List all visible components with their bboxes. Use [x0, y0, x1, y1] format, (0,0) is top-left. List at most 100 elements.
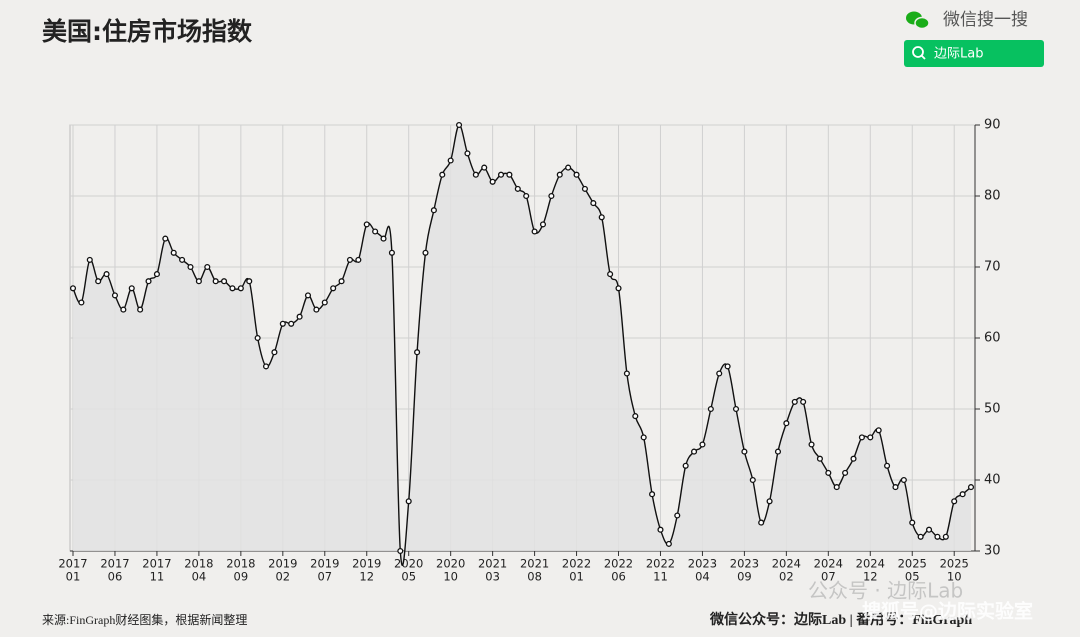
point — [296, 313, 303, 320]
point — [959, 491, 966, 498]
point — [254, 334, 261, 342]
x-tick-label: 10 — [443, 570, 458, 584]
point — [304, 292, 312, 299]
point — [783, 420, 790, 427]
point — [967, 484, 975, 491]
x-tick-label: 2025 — [898, 557, 927, 571]
point — [414, 349, 421, 356]
point — [573, 171, 580, 178]
point — [825, 469, 832, 476]
y-tick-label: 90 — [984, 118, 1001, 133]
point — [330, 285, 337, 292]
x-tick-label: 05 — [905, 570, 920, 584]
point — [690, 448, 698, 455]
area — [73, 124, 971, 566]
x-tick-label: 2022 — [604, 557, 633, 571]
point — [749, 476, 756, 484]
point — [204, 263, 211, 271]
point — [758, 519, 765, 526]
x-tick-label: 11 — [653, 570, 668, 584]
x-tick-label: 2024 — [856, 557, 885, 571]
search-label[interactable]: 边际Lab — [934, 47, 983, 62]
point — [892, 484, 899, 491]
x-tick-label: 2018 — [226, 557, 255, 571]
point — [262, 363, 270, 370]
point — [850, 455, 857, 462]
search-icon — [912, 46, 924, 58]
point — [531, 228, 538, 235]
y-tick-label: 40 — [984, 473, 1001, 488]
search-icon — [920, 54, 926, 60]
x-tick-label: 02 — [779, 570, 794, 584]
point — [581, 185, 588, 192]
point — [422, 249, 429, 256]
point — [497, 171, 505, 178]
point — [699, 441, 706, 448]
x-tick-label: 12 — [359, 570, 374, 584]
point — [489, 178, 496, 185]
x-tick-label: 02 — [275, 570, 290, 584]
point — [774, 448, 782, 455]
brand-logo — [906, 11, 930, 30]
point — [707, 405, 714, 413]
watermark: 搜狐号@边际实验室 — [862, 600, 1033, 623]
x-tick-label: 2018 — [184, 557, 213, 571]
point — [229, 285, 236, 292]
search-button[interactable] — [904, 40, 1044, 67]
point — [942, 533, 949, 540]
point — [934, 533, 941, 540]
point — [405, 498, 412, 505]
x-tick-label: 2022 — [562, 557, 591, 571]
point — [279, 320, 286, 327]
point — [724, 363, 731, 370]
point — [665, 540, 672, 547]
x-tick-label: 09 — [234, 570, 249, 584]
watermark: 公众号 · 边际Lab — [808, 579, 963, 603]
y-tick-label: 60 — [984, 331, 1001, 346]
point — [221, 278, 228, 285]
point — [598, 214, 605, 221]
point — [95, 278, 102, 285]
point — [86, 256, 93, 263]
point — [867, 434, 874, 441]
point — [128, 285, 135, 292]
point — [388, 249, 395, 256]
point — [187, 263, 194, 271]
point — [456, 121, 463, 129]
x-tick-label: 05 — [401, 570, 416, 584]
x-tick-label: 2019 — [310, 557, 339, 571]
point — [246, 278, 253, 285]
point — [111, 292, 119, 299]
point — [925, 526, 933, 533]
point — [548, 192, 555, 200]
point — [145, 278, 152, 285]
point — [539, 221, 547, 228]
x-tick-label: 2021 — [478, 557, 507, 571]
x-tick-label: 2025 — [940, 557, 969, 571]
point — [363, 221, 370, 228]
point — [640, 434, 647, 441]
x-tick-label: 01 — [569, 570, 584, 584]
point — [607, 271, 614, 278]
point — [884, 462, 891, 469]
point — [875, 427, 882, 434]
x-tick-label: 2020 — [436, 557, 465, 571]
x-tick-label: 2021 — [520, 557, 549, 571]
x-tick-label: 06 — [611, 570, 626, 584]
x-tick-label: 12 — [863, 570, 878, 584]
x-tick-label: 2019 — [268, 557, 297, 571]
x-tick-label: 04 — [192, 570, 207, 584]
x-tick-label: 09 — [737, 570, 752, 584]
point — [514, 185, 521, 192]
point — [623, 370, 630, 377]
x-tick-label: 01 — [66, 570, 81, 584]
x-tick-label: 2022 — [646, 557, 675, 571]
point — [481, 164, 488, 171]
point — [103, 271, 110, 278]
x-tick-label: 08 — [527, 570, 542, 584]
point — [464, 150, 471, 157]
point — [355, 256, 362, 263]
brand-text: 微信搜一搜 — [943, 10, 1028, 30]
x-tick-label: 2024 — [814, 557, 843, 571]
point — [472, 171, 479, 178]
